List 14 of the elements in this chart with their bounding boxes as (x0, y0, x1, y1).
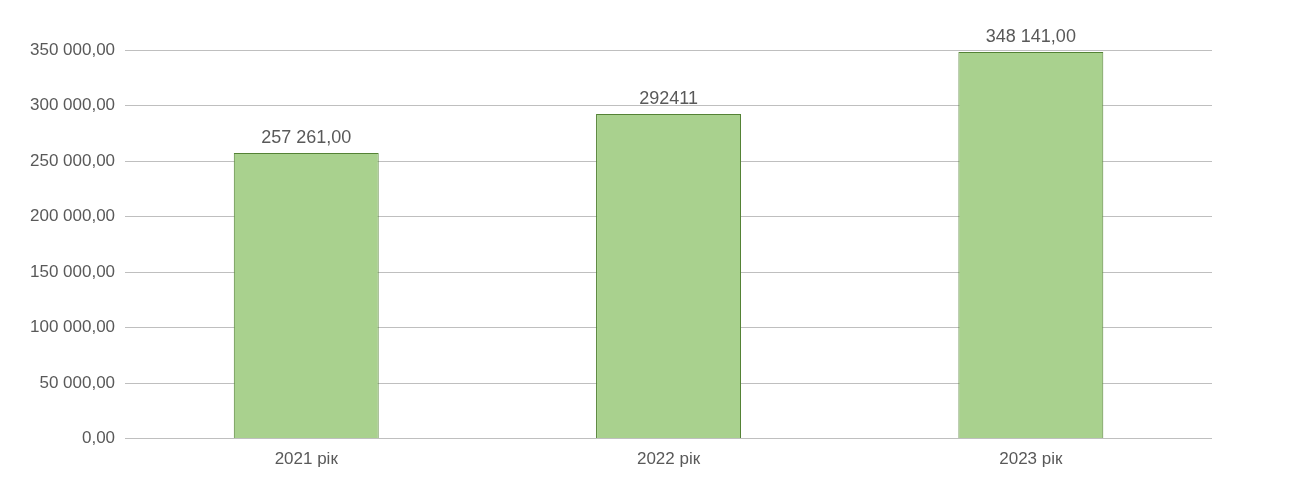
y-tick-label: 50 000,00 (39, 372, 116, 392)
data-label: 292411 (639, 87, 698, 108)
data-label: 257 261,00 (261, 126, 352, 147)
x-tick-label: 2023 рік (999, 449, 1064, 469)
y-tick-label: 350 000,00 (29, 39, 116, 59)
y-tick-label: 100 000,00 (29, 317, 116, 337)
y-tick-label: 250 000,00 (29, 150, 116, 170)
x-tick-label: 2021 рік (274, 449, 339, 469)
x-tick-label: 2022 рік (636, 449, 701, 469)
y-tick-label: 200 000,00 (29, 206, 116, 226)
y-tick-label: 0,00 (81, 428, 116, 448)
y-tick-label: 150 000,00 (29, 261, 116, 281)
y-tick-label: 300 000,00 (29, 95, 116, 115)
data-label: 348 141,00 (985, 26, 1076, 47)
